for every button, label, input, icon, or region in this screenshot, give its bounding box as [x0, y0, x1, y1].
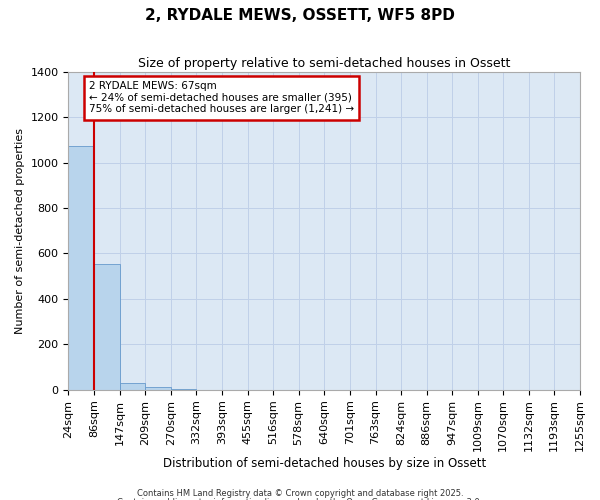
Text: Contains public sector information licensed under the Open Government Licence v3: Contains public sector information licen… [118, 498, 482, 500]
Y-axis label: Number of semi-detached properties: Number of semi-detached properties [15, 128, 25, 334]
X-axis label: Distribution of semi-detached houses by size in Ossett: Distribution of semi-detached houses by … [163, 457, 486, 470]
Title: Size of property relative to semi-detached houses in Ossett: Size of property relative to semi-detach… [138, 58, 511, 70]
Bar [94, 264, 119, 390]
Bar [170, 389, 196, 390]
Text: 2, RYDALE MEWS, OSSETT, WF5 8PD: 2, RYDALE MEWS, OSSETT, WF5 8PD [145, 8, 455, 22]
Bar [68, 146, 94, 390]
Bar [119, 383, 145, 390]
Text: Contains HM Land Registry data © Crown copyright and database right 2025.: Contains HM Land Registry data © Crown c… [137, 489, 463, 498]
Text: 2 RYDALE MEWS: 67sqm
← 24% of semi-detached houses are smaller (395)
75% of semi: 2 RYDALE MEWS: 67sqm ← 24% of semi-detac… [89, 81, 354, 114]
Bar [145, 387, 170, 390]
